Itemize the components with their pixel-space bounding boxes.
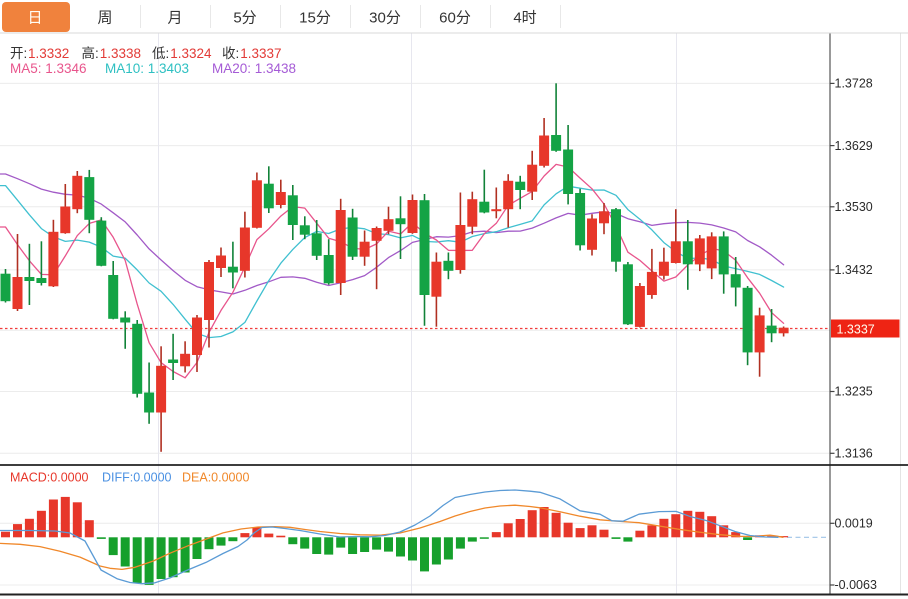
svg-text:低:: 低: [152,46,169,61]
svg-text:1.3432: 1.3432 [835,263,873,277]
svg-text:30分: 30分 [369,10,401,27]
svg-text:月: 月 [167,10,182,27]
svg-text:MA5: 1.3346: MA5: 1.3346 [10,61,87,76]
svg-text:周: 周 [97,10,112,27]
svg-text:0.0019: 0.0019 [835,517,873,531]
svg-text:60分: 60分 [439,10,471,27]
svg-text:1.3530: 1.3530 [835,200,873,214]
svg-text:1.3629: 1.3629 [835,139,873,153]
svg-text:高:: 高: [82,45,99,61]
svg-text:MA20: 1.3438: MA20: 1.3438 [212,61,296,76]
svg-text:开:: 开: [10,46,27,61]
svg-text:1.3136: 1.3136 [835,447,873,461]
svg-text:收:: 收: [222,46,239,61]
svg-text:15分: 15分 [299,10,331,27]
svg-text:1.3338: 1.3338 [100,46,141,61]
svg-text:4时: 4时 [513,10,536,27]
svg-text:MACD:0.0000: MACD:0.0000 [10,471,89,485]
svg-text:5分: 5分 [233,10,256,27]
svg-text:-0.0063: -0.0063 [835,578,877,592]
svg-text:1.3332: 1.3332 [28,46,69,61]
svg-text:1.3235: 1.3235 [835,385,873,399]
svg-text:1.3324: 1.3324 [170,46,212,61]
svg-text:日: 日 [27,10,42,27]
svg-text:MA10: 1.3403: MA10: 1.3403 [105,61,189,76]
svg-text:DIFF:0.0000: DIFF:0.0000 [102,471,172,485]
svg-text:1.3337: 1.3337 [837,322,875,336]
svg-text:1.3337: 1.3337 [240,46,281,61]
svg-text:1.3728: 1.3728 [835,77,873,91]
svg-text:DEA:0.0000: DEA:0.0000 [182,471,249,485]
